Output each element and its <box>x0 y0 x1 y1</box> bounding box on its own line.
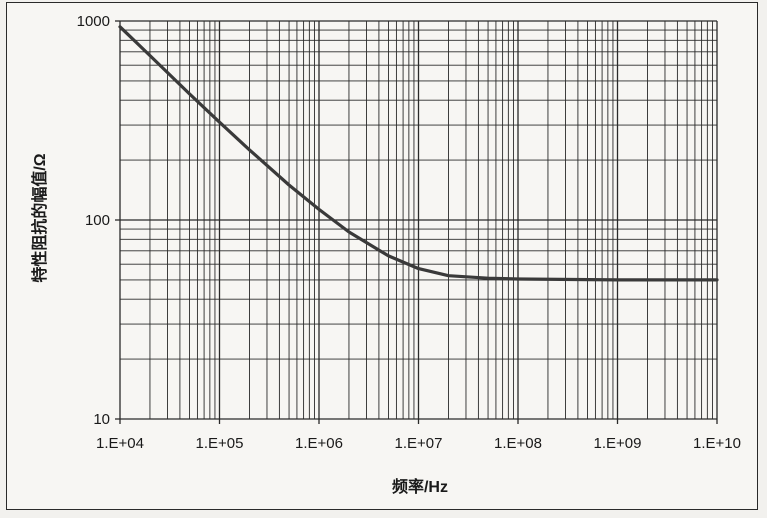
series-layer <box>118 25 719 282</box>
y-tick-label: 1000 <box>77 13 110 30</box>
impedance-series-line <box>118 25 719 282</box>
y-tick-label: 100 <box>85 212 110 229</box>
y-tick-labels: 10 100 1000 <box>77 13 110 428</box>
chart-frame: 1.E+04 1.E+05 1.E+06 1.E+07 1.E+08 1.E+09 1.E+… <box>6 2 758 510</box>
x-tick-label: 1.E+08 <box>494 435 542 452</box>
x-tick-label: 1.E+07 <box>395 435 443 452</box>
x-tick-label: 1.E+10 <box>693 435 741 452</box>
x-tick-label: 1.E+09 <box>594 435 642 452</box>
x-tick-label: 1.E+05 <box>196 435 244 452</box>
y-axis-title: 特性阻抗的幅值/Ω <box>30 153 49 282</box>
grid <box>115 20 718 424</box>
x-tick-label: 1.E+04 <box>96 435 144 452</box>
x-tick-label: 1.E+06 <box>295 435 343 452</box>
impedance-chart: 1.E+04 1.E+05 1.E+06 1.E+07 1.E+08 1.E+09 1.E+… <box>30 13 741 496</box>
y-tick-label: 10 <box>93 411 110 428</box>
x-axis-title: 频率/Hz <box>392 477 448 496</box>
x-tick-labels: 1.E+04 1.E+05 1.E+06 1.E+07 1.E+08 1.E+09 1.E+… <box>96 435 741 452</box>
